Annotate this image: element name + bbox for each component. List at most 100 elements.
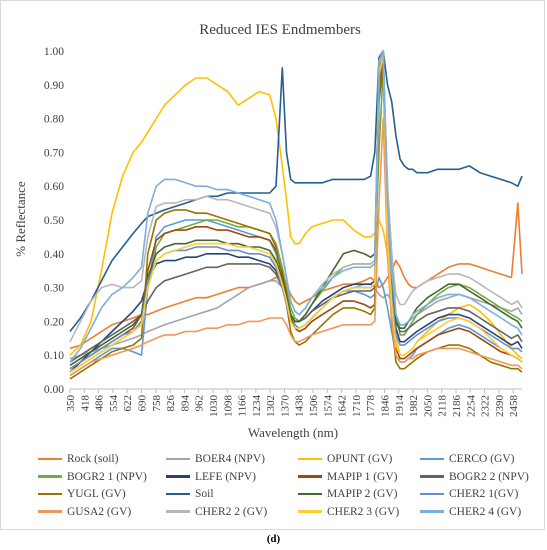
series-line-gusa2-gv bbox=[69, 117, 523, 377]
legend-item: CHER2 4 (GV) bbox=[420, 504, 521, 520]
legend-item: BOGR2 1 (NPV) bbox=[38, 469, 147, 485]
x-tick-label: 1438 bbox=[294, 395, 306, 418]
x-tick-label: 1234 bbox=[251, 395, 263, 418]
legend-label: Soil bbox=[195, 488, 214, 500]
y-tick-label: 1.00 bbox=[44, 46, 64, 58]
y-tick-label: 0.00 bbox=[44, 384, 64, 396]
legend-swatch bbox=[420, 492, 444, 496]
legend-label: CHER2 2 (GV) bbox=[195, 505, 268, 518]
y-tick-label: 0.30 bbox=[44, 283, 64, 295]
legend-swatch bbox=[420, 510, 444, 513]
x-tick-label: 1778 bbox=[365, 395, 377, 418]
y-tick-label: 0.40 bbox=[44, 249, 64, 261]
y-axis-label: % Reflectance bbox=[13, 181, 28, 257]
y-tick-label: 0.90 bbox=[44, 80, 64, 92]
legend-label: YUGL (GV) bbox=[67, 488, 126, 500]
legend-label: BOER4 (NPV) bbox=[195, 453, 265, 465]
series-line-mapip-2-gv bbox=[69, 50, 523, 366]
legend-label: CHER2 3 (GV) bbox=[327, 505, 400, 518]
x-tick-label: 2050 bbox=[422, 395, 434, 418]
x-tick-label: 2390 bbox=[494, 395, 506, 418]
legend-item: MAPIP 1 (GV) bbox=[298, 469, 398, 485]
legend-item: CHER2 2 (GV) bbox=[166, 504, 267, 520]
x-tick-label: 962 bbox=[194, 395, 206, 412]
x-tick-label: 1710 bbox=[351, 395, 363, 418]
legend-swatch bbox=[38, 510, 62, 513]
legend-swatch bbox=[166, 492, 190, 496]
x-tick-label: 622 bbox=[122, 395, 134, 412]
series-line-soil bbox=[69, 50, 523, 332]
legend-swatch bbox=[166, 457, 190, 461]
x-tick-label: 2322 bbox=[480, 395, 492, 417]
legend-label: MAPIP 2 (GV) bbox=[327, 488, 398, 500]
x-tick-label: 1642 bbox=[337, 395, 349, 417]
legend-label: LEFE (NPV) bbox=[195, 470, 257, 483]
legend-swatch bbox=[420, 475, 444, 478]
legend-label: CERCO (GV) bbox=[449, 453, 515, 465]
x-tick-label: 2254 bbox=[465, 395, 477, 418]
x-tick-label: 1030 bbox=[208, 395, 220, 418]
y-tick-label: 0.20 bbox=[44, 316, 64, 328]
legend-item: CHER2 3 (GV) bbox=[298, 504, 399, 520]
legend-item: BOGR2 2 (NPV) bbox=[420, 469, 529, 485]
x-tick-label: 2458 bbox=[508, 395, 520, 418]
x-tick-label: 758 bbox=[151, 395, 163, 412]
legend-item: LEFE (NPV) bbox=[166, 469, 256, 485]
x-tick-label: 2186 bbox=[451, 395, 463, 418]
x-tick-label: 418 bbox=[79, 395, 91, 412]
legend-item: Rock (soil) bbox=[38, 451, 118, 467]
legend-swatch bbox=[298, 510, 322, 513]
series-line-yugl-gv bbox=[69, 67, 523, 380]
y-tick-label: 0.80 bbox=[44, 114, 64, 126]
legend-label: MAPIP 1 (GV) bbox=[327, 470, 398, 483]
x-tick-label: 486 bbox=[94, 395, 106, 412]
series-line-cher2-4-gv bbox=[69, 50, 523, 363]
legend-item: BOER4 (NPV) bbox=[166, 451, 265, 467]
legend-swatch bbox=[298, 475, 322, 478]
chart-frame bbox=[0, 0, 545, 530]
x-tick-label: 1302 bbox=[265, 395, 277, 417]
legend-label: CHER2 4 (GV) bbox=[449, 505, 522, 518]
legend-swatch bbox=[38, 475, 62, 478]
legend-item: GUSA2 (GV) bbox=[38, 504, 131, 520]
legend-item: CHER2 1(GV) bbox=[420, 486, 518, 502]
legend-swatch bbox=[38, 457, 62, 461]
legend-item: YUGL (GV) bbox=[38, 486, 126, 502]
series-line-opunt-gv bbox=[69, 77, 523, 360]
y-tick-label: 0.60 bbox=[44, 181, 64, 193]
x-tick-label: 894 bbox=[179, 395, 191, 412]
x-tick-label: 1982 bbox=[408, 395, 420, 417]
legend-swatch bbox=[166, 510, 190, 513]
legend-swatch bbox=[298, 457, 322, 461]
series-line-bogr2-2-npv bbox=[69, 63, 523, 363]
x-tick-label: 1166 bbox=[237, 395, 249, 417]
legend-label: Rock (soil) bbox=[67, 453, 119, 465]
x-tick-label: 690 bbox=[136, 395, 148, 412]
y-tick-label: 0.50 bbox=[44, 215, 64, 227]
series-line-mapip-1-gv bbox=[69, 56, 523, 370]
series-line-lefe-npv bbox=[69, 50, 523, 373]
legend-swatch bbox=[420, 457, 444, 461]
chart: Reduced IES Endmembers 0.00 0.10 0.20 0.30 0… bbox=[13, 22, 523, 440]
legend-swatch bbox=[298, 492, 322, 496]
legend-item: OPUNT (GV) bbox=[298, 451, 392, 467]
legend-swatch bbox=[38, 492, 62, 496]
y-tick-label: 0.10 bbox=[44, 350, 64, 362]
y-tick-label: 0.70 bbox=[44, 147, 64, 159]
x-tick-label: 1370 bbox=[279, 395, 291, 418]
legend-label: BOGR2 2 (NPV) bbox=[449, 470, 529, 483]
x-tick-label: 1846 bbox=[380, 395, 392, 418]
series-line-cher2-2-gv bbox=[69, 50, 523, 343]
x-tick-label: 1914 bbox=[394, 395, 406, 418]
x-tick-label: 826 bbox=[165, 395, 177, 412]
legend-label: OPUNT (GV) bbox=[327, 453, 393, 465]
x-tick-label: 350 bbox=[65, 395, 77, 412]
x-tick-label: 1098 bbox=[222, 395, 234, 418]
legend-label: GUSA2 (GV) bbox=[67, 505, 132, 518]
series-line-cher2-3-gv bbox=[69, 53, 523, 373]
x-tick-label: 554 bbox=[108, 395, 120, 412]
legend-swatch bbox=[166, 475, 190, 478]
x-tick-label: 1574 bbox=[322, 395, 334, 418]
legend-item: Soil bbox=[166, 486, 214, 502]
x-tick-label: 1506 bbox=[308, 395, 320, 418]
